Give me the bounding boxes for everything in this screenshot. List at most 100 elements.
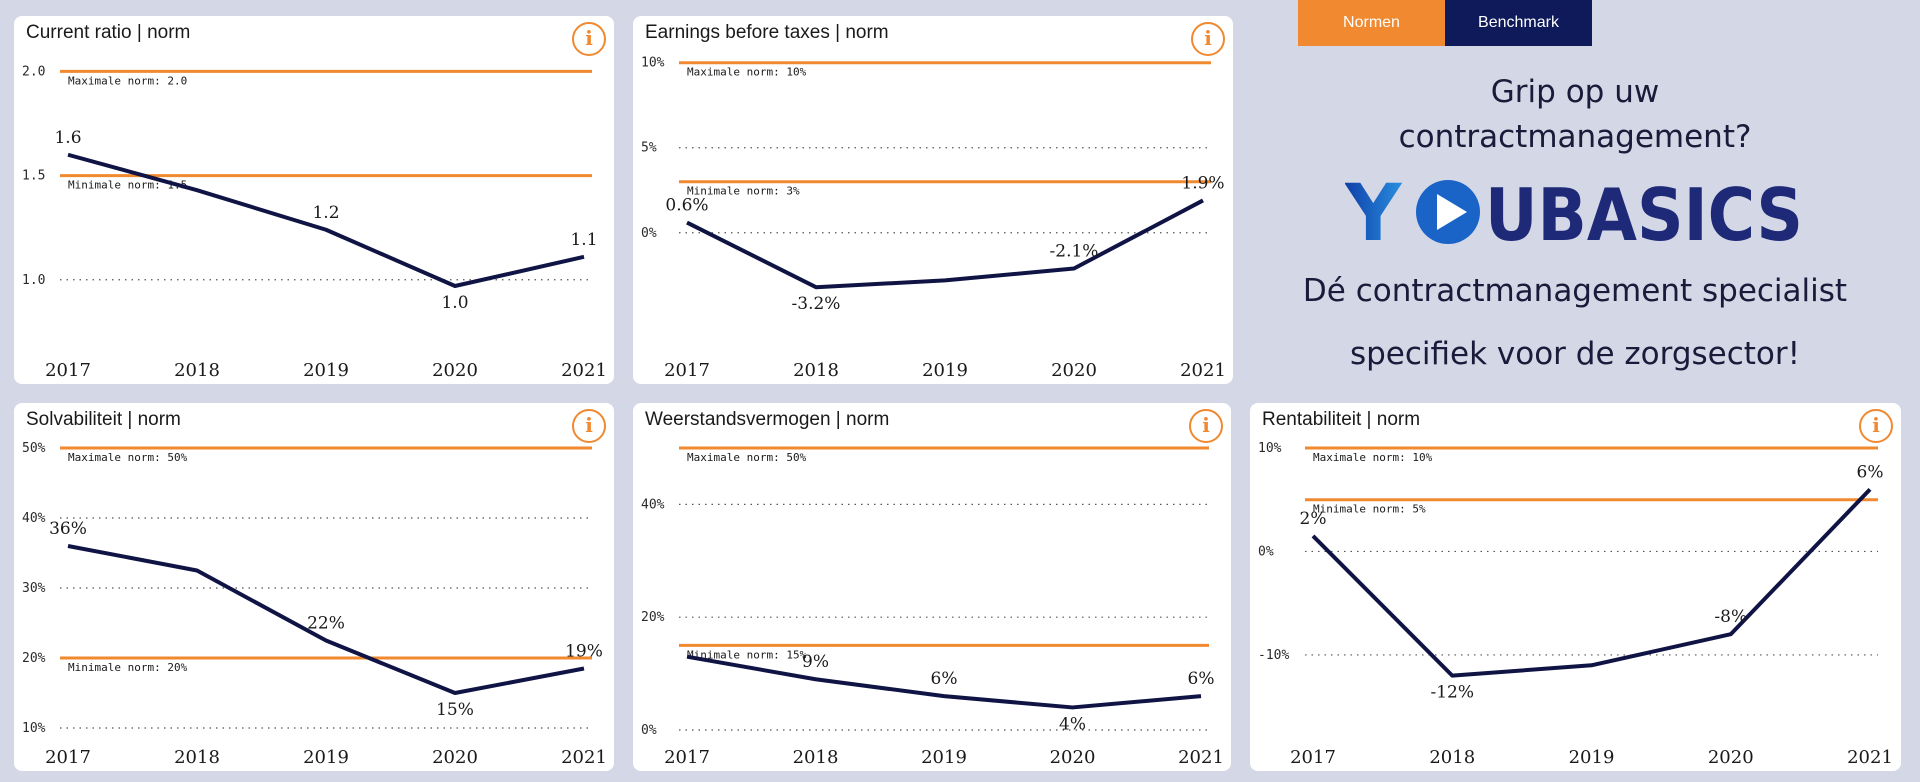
youbasics-logo: Y UBASICS bbox=[1345, 172, 1803, 252]
data-label: 9% bbox=[802, 652, 829, 672]
info-icon[interactable]: i bbox=[572, 409, 606, 443]
x-tick-label: 2017 bbox=[45, 360, 91, 381]
chart-rentabiliteit: -10% 0% 10% Maximale norm: 10% Minimale norm… bbox=[1258, 441, 1893, 768]
x-tick-label: 2019 bbox=[922, 360, 968, 381]
x-tick-label: 2020 bbox=[1708, 747, 1754, 768]
info-icon[interactable]: i bbox=[1859, 409, 1893, 443]
x-tick-label: 2017 bbox=[664, 747, 710, 768]
x-tick-label: 2019 bbox=[303, 747, 349, 768]
x-tick-label: 2017 bbox=[1290, 747, 1336, 768]
y-tick-label: 50% bbox=[22, 441, 46, 456]
y-tick-label: 10% bbox=[1258, 441, 1282, 456]
x-tick-label: 2017 bbox=[664, 360, 710, 381]
data-label: 6% bbox=[1857, 462, 1884, 482]
chart-card-current-ratio: Current ratio | norm i 1.0 1.5 2.0 Maximale… bbox=[14, 16, 614, 384]
data-label: 0.6% bbox=[665, 196, 708, 216]
x-tick-label: 2019 bbox=[921, 747, 967, 768]
y-tick-label: 20% bbox=[641, 610, 665, 625]
y-tick-label: 1.5 bbox=[22, 169, 45, 184]
x-tick-label: 2018 bbox=[793, 360, 839, 381]
ad-question-line1: Grip op uw bbox=[1490, 74, 1660, 110]
chart-weerstandsvermogen: 0% 20% 40% Maximale norm: 50% Minimale norm:… bbox=[641, 446, 1224, 768]
y-tick-label: 2.0 bbox=[22, 64, 45, 79]
data-label: 36% bbox=[49, 519, 87, 539]
youbasics-advertisement[interactable]: Grip op uw contractmanagement? Y UBASICS… bbox=[1260, 70, 1890, 378]
y-tick-label: 0% bbox=[1258, 544, 1274, 559]
y-tick-label: 40% bbox=[22, 511, 46, 526]
x-tick-label: 2018 bbox=[793, 747, 839, 768]
info-icon[interactable]: i bbox=[572, 22, 606, 56]
data-label: 2% bbox=[1300, 509, 1327, 529]
tab-normen[interactable]: Normen bbox=[1298, 0, 1445, 46]
chart-title: Solvabiliteit | norm bbox=[26, 409, 181, 430]
x-tick-label: 2018 bbox=[174, 360, 220, 381]
max-norm-label: Maximale norm: 2.0 bbox=[68, 74, 187, 87]
min-norm-label: Minimale norm: 15% bbox=[687, 648, 807, 661]
series-line bbox=[67, 544, 585, 695]
ad-tagline-line1: Dé contractmanagement specialist bbox=[1302, 273, 1848, 309]
data-label: 19% bbox=[565, 642, 603, 662]
data-label: 22% bbox=[307, 614, 345, 634]
x-tick-label: 2018 bbox=[174, 747, 220, 768]
y-tick-label: -10% bbox=[1258, 648, 1289, 663]
data-label: 1.6 bbox=[54, 128, 81, 148]
x-tick-label: 2017 bbox=[45, 747, 91, 768]
info-icon[interactable]: i bbox=[1191, 22, 1225, 56]
info-icon[interactable]: i bbox=[1189, 409, 1223, 443]
y-tick-label: 5% bbox=[641, 141, 657, 156]
data-label: 15% bbox=[436, 700, 474, 720]
data-label: 4% bbox=[1059, 714, 1086, 734]
data-label: -12% bbox=[1430, 683, 1474, 703]
y-tick-label: 30% bbox=[22, 581, 46, 596]
data-label: -3.2% bbox=[792, 294, 841, 314]
max-norm-label: Maximale norm: 50% bbox=[687, 451, 807, 464]
chart-current-ratio: 1.0 1.5 2.0 Maximale norm: 2.0 Minimale norm… bbox=[22, 64, 607, 381]
chart-title: Rentabiliteit | norm bbox=[1262, 409, 1421, 430]
x-tick-label: 2020 bbox=[1051, 360, 1097, 381]
data-label: 1.1 bbox=[570, 230, 597, 250]
data-label: 1.0 bbox=[441, 293, 468, 313]
series-line bbox=[686, 654, 1202, 710]
x-tick-label: 2020 bbox=[432, 747, 478, 768]
y-tick-label: 40% bbox=[641, 497, 665, 512]
x-tick-label: 2021 bbox=[1180, 360, 1226, 381]
min-norm-label: Minimale norm: 1.5 bbox=[68, 179, 187, 192]
x-tick-label: 2021 bbox=[561, 747, 607, 768]
tab-bar: Normen Benchmark bbox=[1298, 0, 1592, 46]
y-tick-label: 0% bbox=[641, 723, 657, 738]
chart-card-rentabiliteit: Rentabiliteit | norm i -10% 0% 10% Maximale… bbox=[1250, 403, 1901, 771]
chart-card-weerstandsvermogen: Weerstandsvermogen | norm i 0% 20% 40% Maxi… bbox=[633, 403, 1231, 771]
series-line bbox=[67, 152, 585, 288]
chart-card-solvabiliteit: Solvabiliteit | norm i 10% 20% 30% 40% 50% Ma… bbox=[14, 403, 614, 771]
x-tick-label: 2021 bbox=[1847, 747, 1893, 768]
y-tick-label: 10% bbox=[22, 721, 46, 736]
data-label: 6% bbox=[931, 669, 958, 689]
data-label: -2.1% bbox=[1050, 241, 1099, 261]
y-tick-label: 1.0 bbox=[22, 273, 45, 288]
tab-benchmark[interactable]: Benchmark bbox=[1445, 0, 1592, 46]
chart-solvabiliteit: 10% 20% 30% 40% 50% Maximale norm: 50% Minimal… bbox=[22, 441, 607, 768]
logo-text-ubasics: UBASICS bbox=[1485, 173, 1803, 252]
data-label: 6% bbox=[1188, 669, 1215, 689]
x-tick-label: 2020 bbox=[432, 360, 478, 381]
y-tick-label: 10% bbox=[641, 56, 665, 71]
min-norm-label: Minimale norm: 5% bbox=[1313, 503, 1426, 516]
max-norm-label: Maximale norm: 50% bbox=[68, 451, 188, 464]
ad-tagline-line2: specifiek voor de zorgsector! bbox=[1349, 336, 1801, 372]
data-label: -8% bbox=[1714, 607, 1747, 627]
logo-play-triangle bbox=[1437, 194, 1467, 230]
data-label: 1.9% bbox=[1181, 173, 1224, 193]
chart-card-earnings-before-taxes: Earnings before taxes | norm i 0% 5% 10% Ma… bbox=[633, 16, 1233, 384]
series-line bbox=[1311, 487, 1872, 678]
x-tick-label: 2019 bbox=[1569, 747, 1615, 768]
y-tick-label: 0% bbox=[641, 226, 657, 241]
chart-earnings-before-taxes: 0% 5% 10% Maximale norm: 10% Minimale norm: … bbox=[641, 56, 1226, 381]
y-tick-label: 20% bbox=[22, 651, 46, 666]
chart-title: Earnings before taxes | norm bbox=[645, 22, 889, 43]
max-norm-label: Maximale norm: 10% bbox=[1313, 451, 1433, 464]
ad-question-line2: contractmanagement? bbox=[1398, 119, 1752, 155]
data-label: 1.2 bbox=[312, 203, 339, 223]
x-tick-label: 2019 bbox=[303, 360, 349, 381]
x-tick-label: 2021 bbox=[561, 360, 607, 381]
min-norm-label: Minimale norm: 3% bbox=[687, 185, 800, 198]
